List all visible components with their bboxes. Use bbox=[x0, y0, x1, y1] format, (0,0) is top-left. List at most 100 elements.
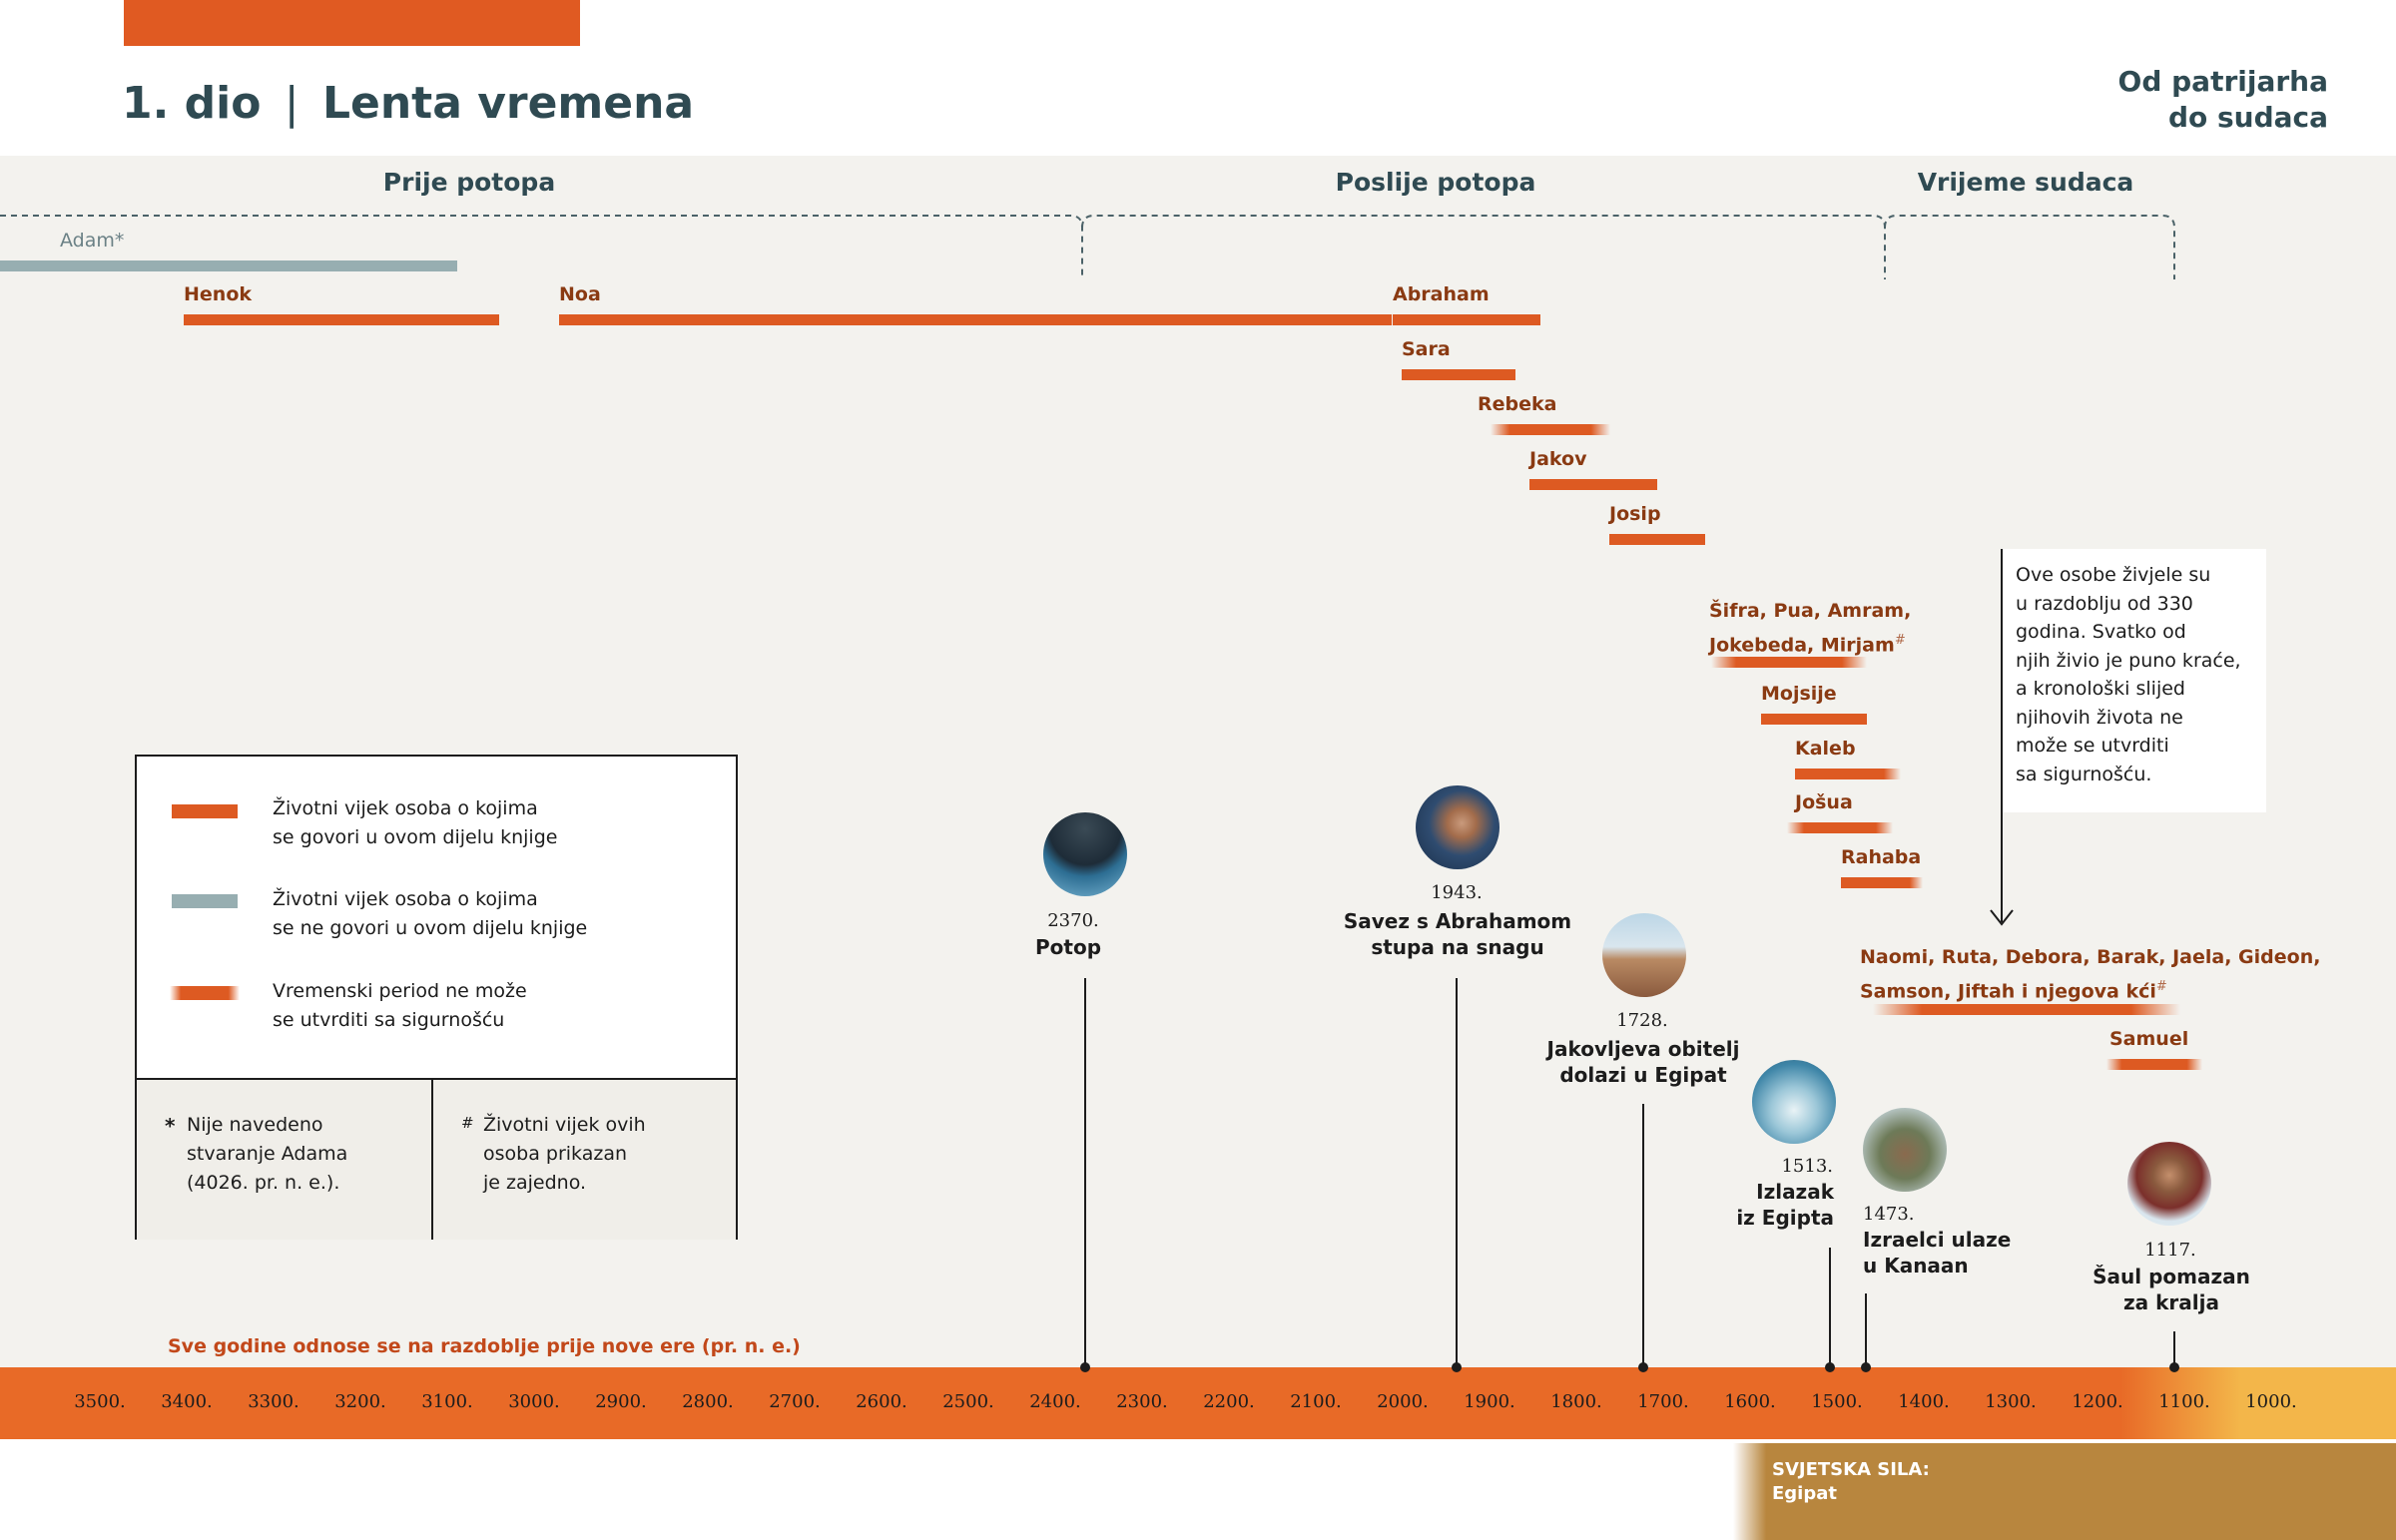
cover-swatch bbox=[124, 0, 580, 46]
note-line: može se utvrditi bbox=[2016, 735, 2169, 757]
lifespan-bar-group-judges bbox=[1873, 1004, 2180, 1015]
page-title: 1. dio | Lenta vremena bbox=[122, 78, 694, 129]
event-dot-izlazak bbox=[1825, 1362, 1835, 1372]
event-potop-year: 2370. bbox=[1047, 910, 1099, 931]
axis-tick: 1300. bbox=[1985, 1391, 2037, 1412]
footnote-hash-text: Životni vijek ovih osoba prikazan je zaj… bbox=[483, 1114, 646, 1194]
axis-tick: 1500. bbox=[1811, 1391, 1863, 1412]
axis-tick: 2800. bbox=[682, 1391, 734, 1412]
israelites-icon bbox=[1863, 1108, 1947, 1192]
axis-tick: 3200. bbox=[334, 1391, 386, 1412]
timeline-axis-band bbox=[0, 1367, 2396, 1439]
note-line: u razdoblju od 330 bbox=[2016, 592, 2193, 615]
event-potop-title: Potop bbox=[1034, 935, 1102, 959]
person-group-judges-line1: Naomi, Ruta, Debora, Barak, Jaela, Gideo… bbox=[1860, 946, 2321, 968]
lifespan-bar-abraham bbox=[1393, 314, 1540, 325]
footnote-star-mark: * bbox=[165, 1114, 176, 1138]
lifespan-bar-sara bbox=[1402, 369, 1515, 380]
period-label-vrijeme-sudaca: Vrijeme sudaca bbox=[1909, 168, 2142, 197]
footnote-star-text: Nije navedeno stvaranje Adama (4026. pr.… bbox=[187, 1114, 348, 1194]
person-group-judges-label: Naomi, Ruta, Debora, Barak, Jaela, Gideo… bbox=[1860, 943, 2320, 1006]
person-group-judges-line2: Samson, Jiftah i njegova kći bbox=[1860, 980, 2156, 1003]
period-label-prije-potopa: Prije potopa bbox=[374, 168, 564, 197]
event-potop-stem bbox=[1084, 978, 1086, 1367]
person-josua-label: Jošua bbox=[1795, 791, 1853, 813]
event-egipat-stem bbox=[1642, 1104, 1644, 1367]
legend-footer-divider bbox=[431, 1078, 433, 1240]
section-number: 1. dio bbox=[122, 78, 262, 129]
person-sara-label: Sara bbox=[1402, 338, 1451, 360]
legend-swatch-grey bbox=[172, 894, 238, 908]
note-line: njihovih života ne bbox=[2016, 706, 2183, 729]
note-line: godina. Svatko od bbox=[2016, 621, 2186, 643]
event-egipat-year: 1728. bbox=[1616, 1010, 1668, 1031]
legend-footer bbox=[137, 1078, 736, 1240]
event-kanaan-stem bbox=[1865, 1293, 1867, 1367]
person-samuel-label: Samuel bbox=[2109, 1028, 2189, 1050]
axis-tick: 1900. bbox=[1464, 1391, 1515, 1412]
note-line: a kronološki slijed bbox=[2016, 678, 2185, 700]
bracket-vrijeme-sudaca bbox=[1884, 215, 2175, 279]
lifespan-bar-josip bbox=[1609, 534, 1705, 545]
lifespan-bar-rahaba bbox=[1841, 877, 1923, 888]
note-line: njih živio je puno kraće, bbox=[2016, 649, 2241, 672]
axis-tick: 3500. bbox=[74, 1391, 126, 1412]
person-abraham-label: Abraham bbox=[1393, 283, 1490, 305]
event-dot-kanaan bbox=[1861, 1362, 1871, 1372]
chapter-title-line1: Od patrijarha bbox=[2117, 65, 2328, 98]
event-savez-stem bbox=[1456, 978, 1458, 1367]
axis-tick: 3000. bbox=[508, 1391, 560, 1412]
red-sea-crossing-icon bbox=[1752, 1060, 1836, 1144]
person-group-judges-mark: # bbox=[2155, 979, 2167, 994]
person-group-egypt-label: Šifra, Pua, Amram, Jokebeda, Mirjam# bbox=[1709, 597, 1911, 660]
legend-swatch-solid bbox=[172, 804, 238, 818]
person-group-egypt-mark: # bbox=[1894, 633, 1906, 648]
chapter-title-line2: do sudaca bbox=[2167, 101, 2328, 134]
event-savez-year: 1943. bbox=[1431, 882, 1483, 903]
lifespan-bar-rebeka bbox=[1491, 424, 1610, 435]
note-text: Ove osobe živjele su u razdoblju od 330 … bbox=[2016, 561, 2241, 788]
lifespan-bar-group-egypt bbox=[1711, 657, 1867, 668]
axis-tick: 3400. bbox=[161, 1391, 213, 1412]
event-kanaan-title: Izraelci ulaze u Kanaan bbox=[1863, 1228, 2012, 1278]
person-rahaba-label: Rahaba bbox=[1841, 846, 1922, 868]
axis-tick: 1200. bbox=[2072, 1391, 2123, 1412]
person-josip-label: Josip bbox=[1609, 503, 1661, 525]
person-jakov-label: Jakov bbox=[1529, 448, 1587, 470]
axis-tick: 2300. bbox=[1116, 1391, 1168, 1412]
axis-tick: 1600. bbox=[1724, 1391, 1776, 1412]
axis-tick: 1700. bbox=[1637, 1391, 1689, 1412]
world-power-band bbox=[1733, 1443, 2396, 1540]
person-henok-label: Henok bbox=[184, 283, 253, 305]
legend-text-solid: Životni vijek osoba o kojima se govori u… bbox=[273, 797, 558, 848]
lifespan-bar-noa bbox=[559, 314, 1392, 325]
person-group-egypt-line2: Jokebeda, Mirjam bbox=[1709, 634, 1895, 657]
person-adam-label: Adam* bbox=[60, 230, 125, 252]
event-saul-title: Šaul pomazan za kralja bbox=[2093, 1265, 2250, 1314]
lifespan-bar-adam bbox=[0, 260, 457, 271]
axis-tick: 2000. bbox=[1377, 1391, 1429, 1412]
period-label-poslije-potopa: Poslije potopa bbox=[1327, 168, 1544, 197]
bracket-poslije-potopa bbox=[1081, 215, 1886, 279]
legend-text-uncertain: Vremenski period ne može se utvrditi sa … bbox=[273, 980, 527, 1031]
person-mojsije-label: Mojsije bbox=[1761, 683, 1837, 705]
event-izlazak-title: Izlazak iz Egipta bbox=[1736, 1180, 1834, 1230]
event-savez-title: Savez s Abrahamom stupa na snagu bbox=[1343, 909, 1572, 959]
axis-tick: 1100. bbox=[2158, 1391, 2210, 1412]
event-kanaan-year: 1473. bbox=[1863, 1204, 1915, 1225]
person-group-egypt-line1: Šifra, Pua, Amram, bbox=[1709, 600, 1912, 622]
chapter-title: Od patrijarha do sudaca bbox=[2118, 64, 2328, 136]
note-line: sa sigurnošću. bbox=[2016, 763, 2152, 785]
event-izlazak-stem bbox=[1829, 1248, 1831, 1367]
abraham-portrait-icon bbox=[1416, 785, 1499, 869]
axis-caption: Sve godine odnose se na razdoblje prije … bbox=[168, 1335, 801, 1357]
event-izlazak-year: 1513. bbox=[1781, 1156, 1833, 1177]
person-rebeka-label: Rebeka bbox=[1478, 393, 1557, 415]
lifespan-bar-henok bbox=[184, 314, 499, 325]
note-box bbox=[2001, 549, 2266, 812]
axis-tick: 3300. bbox=[248, 1391, 300, 1412]
event-saul-year: 1117. bbox=[2144, 1240, 2196, 1261]
lifespan-bar-kaleb bbox=[1795, 769, 1901, 779]
lifespan-bar-josua bbox=[1787, 822, 1893, 833]
title-separator: | bbox=[284, 78, 300, 129]
